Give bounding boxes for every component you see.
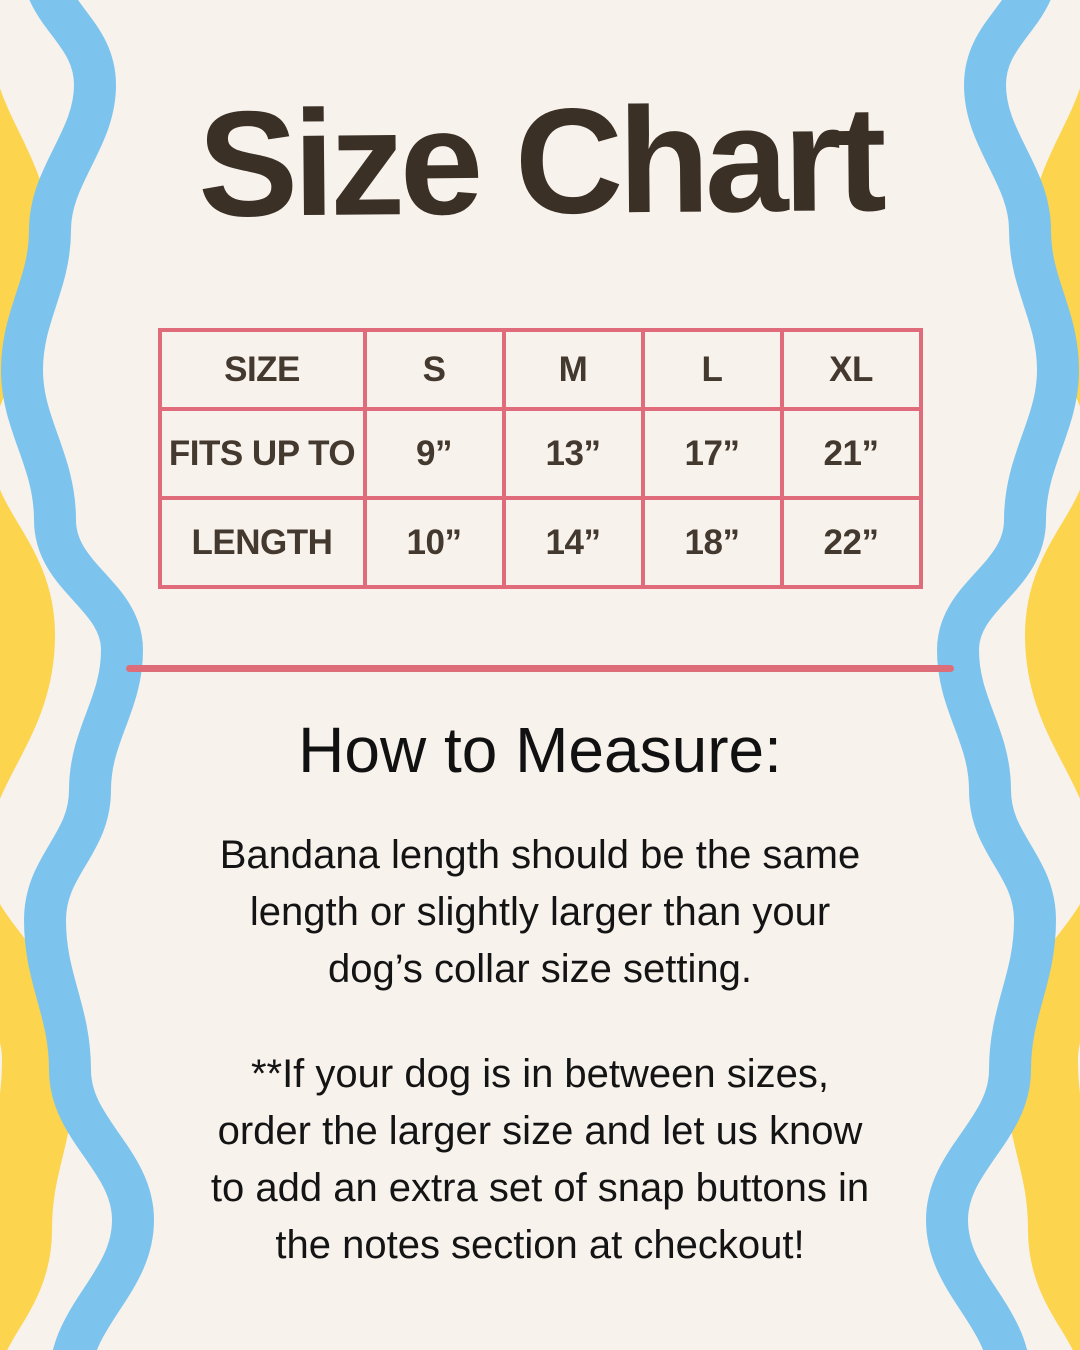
measure-paragraph-2: **If your dog is in between sizes, order… bbox=[210, 1052, 870, 1267]
blue-wave-path bbox=[0, 0, 155, 1350]
table-row-fits-up-to: FITS UP TO 9” 13” 17” 21” bbox=[157, 407, 923, 500]
page-title: Size Chart bbox=[197, 74, 883, 248]
cell-value: 22” bbox=[779, 496, 923, 589]
table-header-xl: XL bbox=[779, 328, 923, 411]
yellow-wave-path bbox=[1003, 88, 1080, 1350]
row-label: LENGTH bbox=[157, 496, 367, 589]
size-table: SIZE S M L XL FITS UP TO 9” 13” 17” 21” … bbox=[157, 328, 923, 589]
wave-decoration-left bbox=[0, 0, 155, 1350]
cell-value: 17” bbox=[640, 407, 784, 500]
measure-paragraph-1: Bandana length should be the same length… bbox=[219, 833, 861, 991]
cell-value: 9” bbox=[362, 407, 506, 500]
table-row-length: LENGTH 10” 14” 18” 22” bbox=[157, 496, 923, 589]
yellow-wave-path bbox=[0, 88, 77, 1350]
cell-value: 10” bbox=[362, 496, 506, 589]
section-divider bbox=[126, 665, 954, 672]
blue-wave-path bbox=[925, 0, 1080, 1350]
table-header-s: S bbox=[362, 328, 506, 411]
cell-value: 21” bbox=[779, 407, 923, 500]
table-header-m: M bbox=[501, 328, 645, 411]
measure-heading: How to Measure: bbox=[298, 714, 782, 786]
table-header-size: SIZE bbox=[157, 328, 367, 411]
cell-value: 13” bbox=[501, 407, 645, 500]
cell-value: 14” bbox=[501, 496, 645, 589]
table-header-row: SIZE S M L XL bbox=[157, 328, 923, 411]
row-label: FITS UP TO bbox=[157, 407, 367, 500]
table-header-l: L bbox=[640, 328, 784, 411]
cell-value: 18” bbox=[640, 496, 784, 589]
wave-decoration-right bbox=[925, 0, 1080, 1350]
